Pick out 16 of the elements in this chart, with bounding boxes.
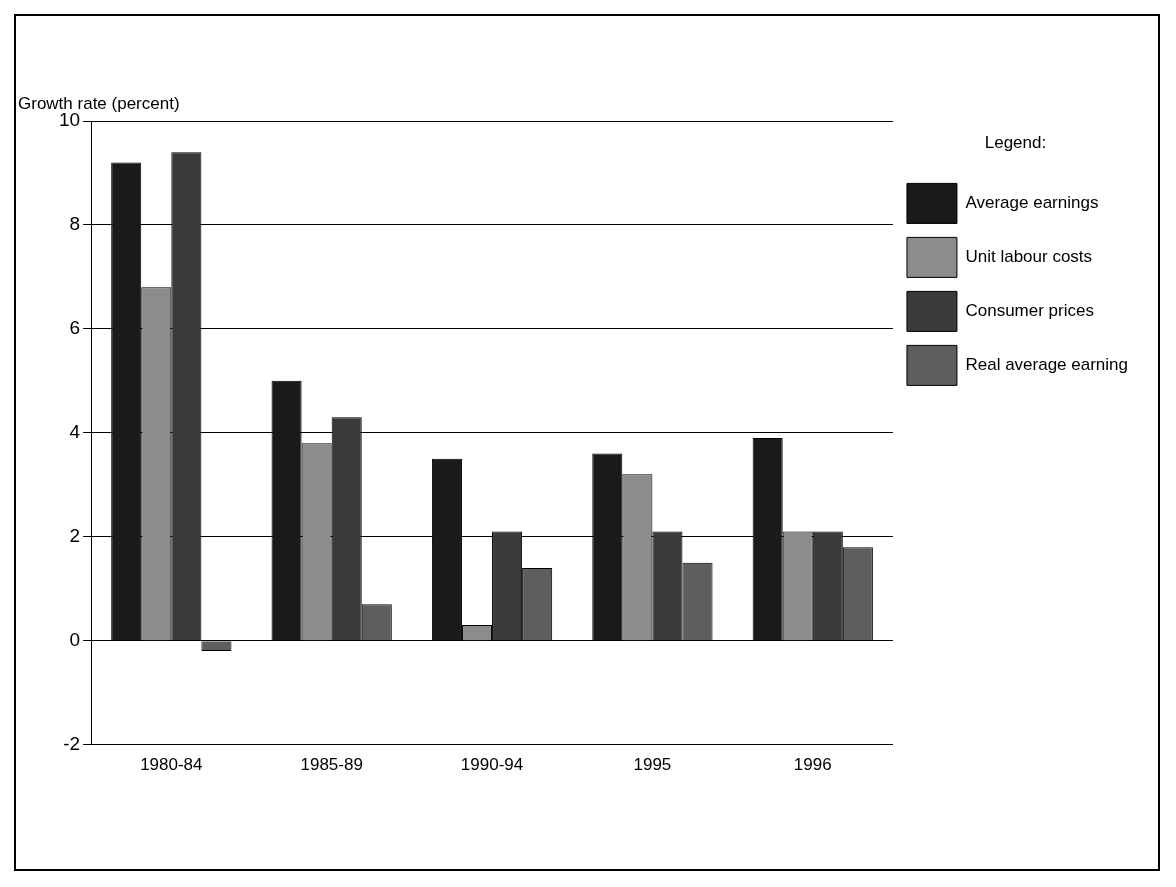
y-tick-label: 8 bbox=[69, 213, 81, 235]
legend-label: Unit labour costs bbox=[965, 247, 1093, 267]
legend-label: Consumer prices bbox=[965, 301, 1094, 321]
x-tick-label: 1985-89 bbox=[300, 755, 363, 775]
x-tick-label: 1996 bbox=[793, 755, 832, 775]
legend-title: Legend: bbox=[984, 133, 1047, 153]
legend-label: Real average earning bbox=[965, 355, 1129, 375]
y-tick-label: 6 bbox=[69, 317, 81, 339]
y-tick-label: 4 bbox=[69, 421, 81, 443]
x-tick-label: 1980-84 bbox=[140, 755, 203, 775]
x-tick-label: 1995 bbox=[633, 755, 672, 775]
legend-label: Average earnings bbox=[965, 193, 1099, 213]
y-tick-label: 0 bbox=[69, 628, 81, 650]
y-tick-label: 2 bbox=[69, 524, 81, 546]
y-tick-label: -2 bbox=[63, 732, 81, 754]
x-tick-label: 1990-94 bbox=[460, 755, 524, 775]
